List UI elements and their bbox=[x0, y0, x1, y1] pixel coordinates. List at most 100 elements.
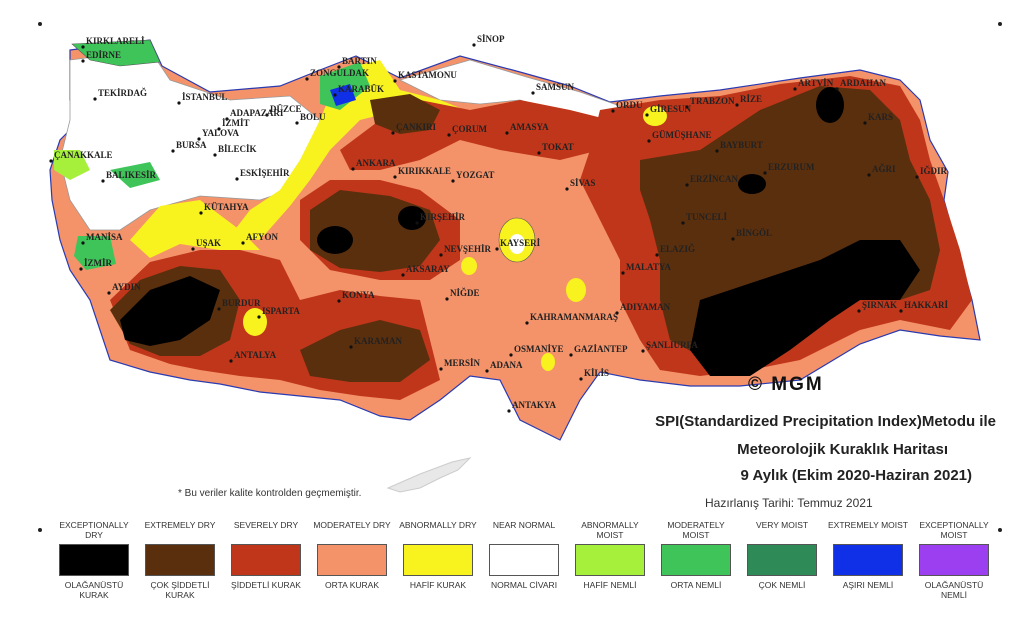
abnormally-dry-giresun bbox=[643, 106, 667, 126]
city-dot bbox=[177, 101, 181, 105]
city-label: ÇANKIRI bbox=[396, 122, 437, 132]
city-label: ISPARTA bbox=[262, 306, 300, 316]
city-dot bbox=[569, 353, 573, 357]
city-label: İZMİR bbox=[84, 258, 113, 268]
extremely-moist-karabuk bbox=[330, 84, 356, 106]
city-dot bbox=[101, 179, 105, 183]
city-label: BARTIN bbox=[342, 56, 377, 66]
city-labels: SİNOP KIRKLARELİ EDİRNE BARTIN ZONGULDAK KARA… bbox=[49, 34, 949, 413]
legend-item: SEVERELY DRY ŞİDDETLİ KURAK bbox=[224, 520, 308, 590]
abnormally-dry-nevsehir bbox=[461, 257, 477, 275]
city-label: ANTALYA bbox=[234, 350, 277, 360]
city-dot bbox=[537, 151, 541, 155]
city-label: AĞRI bbox=[872, 164, 896, 174]
city-label: GAZİANTEP bbox=[574, 344, 628, 354]
city-label: ADIYAMAN bbox=[620, 302, 671, 312]
extremely-dry-north bbox=[370, 94, 440, 134]
city-label: GÜMÜŞHANE bbox=[652, 130, 712, 140]
city-label: ÇORUM bbox=[452, 124, 487, 134]
city-label: YALOVA bbox=[202, 128, 240, 138]
city-label: İZMİT bbox=[222, 118, 250, 128]
city-label: BİNGÖL bbox=[736, 228, 772, 238]
legend-turkish-label: NORMAL CİVARI bbox=[490, 580, 558, 590]
city-dot bbox=[509, 353, 513, 357]
city-dot bbox=[447, 133, 451, 137]
legend: EXCEPTIONALLY DRY OLAĞANÜSTÜ KURAK EXTREME… bbox=[52, 520, 992, 620]
city-label: ELAZIĞ bbox=[660, 244, 695, 254]
city-label: BOLU bbox=[300, 112, 326, 122]
city-label: ÇANAKKALE bbox=[54, 150, 113, 160]
city-dot bbox=[265, 113, 269, 117]
city-dot bbox=[229, 359, 233, 363]
legend-english-label: ABNORMALLY MOIST bbox=[581, 520, 639, 540]
city-dot bbox=[217, 307, 221, 311]
city-dot bbox=[611, 109, 615, 113]
city-dot bbox=[531, 91, 535, 95]
city-label: AYDIN bbox=[112, 282, 141, 292]
legend-item: MODERATELY DRY ORTA KURAK bbox=[310, 520, 394, 590]
city-dot bbox=[197, 137, 201, 141]
city-dot bbox=[715, 149, 719, 153]
legend-swatch bbox=[833, 544, 903, 576]
legend-swatch bbox=[747, 544, 817, 576]
city-dot bbox=[213, 153, 217, 157]
city-dot bbox=[915, 175, 919, 179]
city-label: KIRKLARELİ bbox=[86, 36, 145, 46]
city-label: KAYSERİ bbox=[500, 238, 541, 248]
abnormally-dry-isparta bbox=[243, 308, 267, 336]
city-label: AMASYA bbox=[510, 122, 549, 132]
legend-swatch bbox=[145, 544, 215, 576]
city-dot bbox=[241, 241, 245, 245]
city-dot bbox=[867, 173, 871, 177]
city-dot bbox=[565, 187, 569, 191]
city-label: KARS bbox=[868, 112, 893, 122]
city-dot bbox=[685, 183, 689, 187]
city-label: KASTAMONU bbox=[398, 70, 457, 80]
city-dot bbox=[81, 241, 85, 245]
moist-canakkale bbox=[54, 150, 90, 180]
mgm-copyright: © MGM bbox=[748, 374, 824, 395]
city-dot bbox=[641, 349, 645, 353]
moist-balikesir bbox=[110, 162, 160, 188]
city-dot bbox=[225, 117, 229, 121]
city-label: OSMANİYE bbox=[514, 344, 564, 354]
city-dot bbox=[393, 79, 397, 83]
city-label: TEKİRDAĞ bbox=[98, 88, 147, 98]
legend-item: VERY MOIST ÇOK NEMLİ bbox=[740, 520, 824, 590]
city-dot bbox=[505, 131, 509, 135]
legend-english-label: MODERATELY DRY bbox=[313, 520, 391, 530]
city-label: ANTAKYA bbox=[512, 400, 557, 410]
city-dot bbox=[681, 221, 685, 225]
legend-item: ABNORMALLY DRY HAFİF KURAK bbox=[396, 520, 480, 590]
legend-swatch bbox=[919, 544, 989, 576]
legend-turkish-label: AŞIRI NEMLİ bbox=[842, 580, 894, 590]
city-dot bbox=[351, 167, 355, 171]
city-dot bbox=[621, 271, 625, 275]
cyprus-shape bbox=[386, 457, 472, 493]
city-label: ORDU bbox=[616, 100, 643, 110]
legend-english-label: ABNORMALLY DRY bbox=[399, 520, 477, 530]
city-dot bbox=[899, 309, 903, 313]
city-label: BİLECİK bbox=[218, 144, 257, 154]
legend-swatch bbox=[661, 544, 731, 576]
city-dot bbox=[217, 127, 221, 131]
city-label: ERZURUM bbox=[768, 162, 815, 172]
city-label: EDİRNE bbox=[86, 50, 121, 60]
city-dot bbox=[93, 97, 97, 101]
city-dot bbox=[305, 77, 309, 81]
legend-item: EXCEPTIONALLY MOIST OLAĞANÜSTÜ NEMLİ bbox=[912, 520, 996, 600]
legend-english-label: EXCEPTIONALLY DRY bbox=[59, 520, 129, 540]
city-label: ADAPAZARI bbox=[230, 108, 284, 118]
city-label: ERZİNCAN bbox=[690, 174, 739, 184]
city-dot bbox=[391, 131, 395, 135]
city-dot bbox=[731, 237, 735, 241]
moist-manisa bbox=[74, 236, 116, 270]
city-dot bbox=[107, 291, 111, 295]
city-label: İSTANBUL bbox=[182, 92, 227, 102]
city-dot bbox=[439, 367, 443, 371]
city-dot bbox=[235, 177, 239, 181]
legend-turkish-label: HAFİF NEMLİ bbox=[583, 580, 637, 590]
city-dot bbox=[655, 253, 659, 257]
city-dot bbox=[295, 121, 299, 125]
